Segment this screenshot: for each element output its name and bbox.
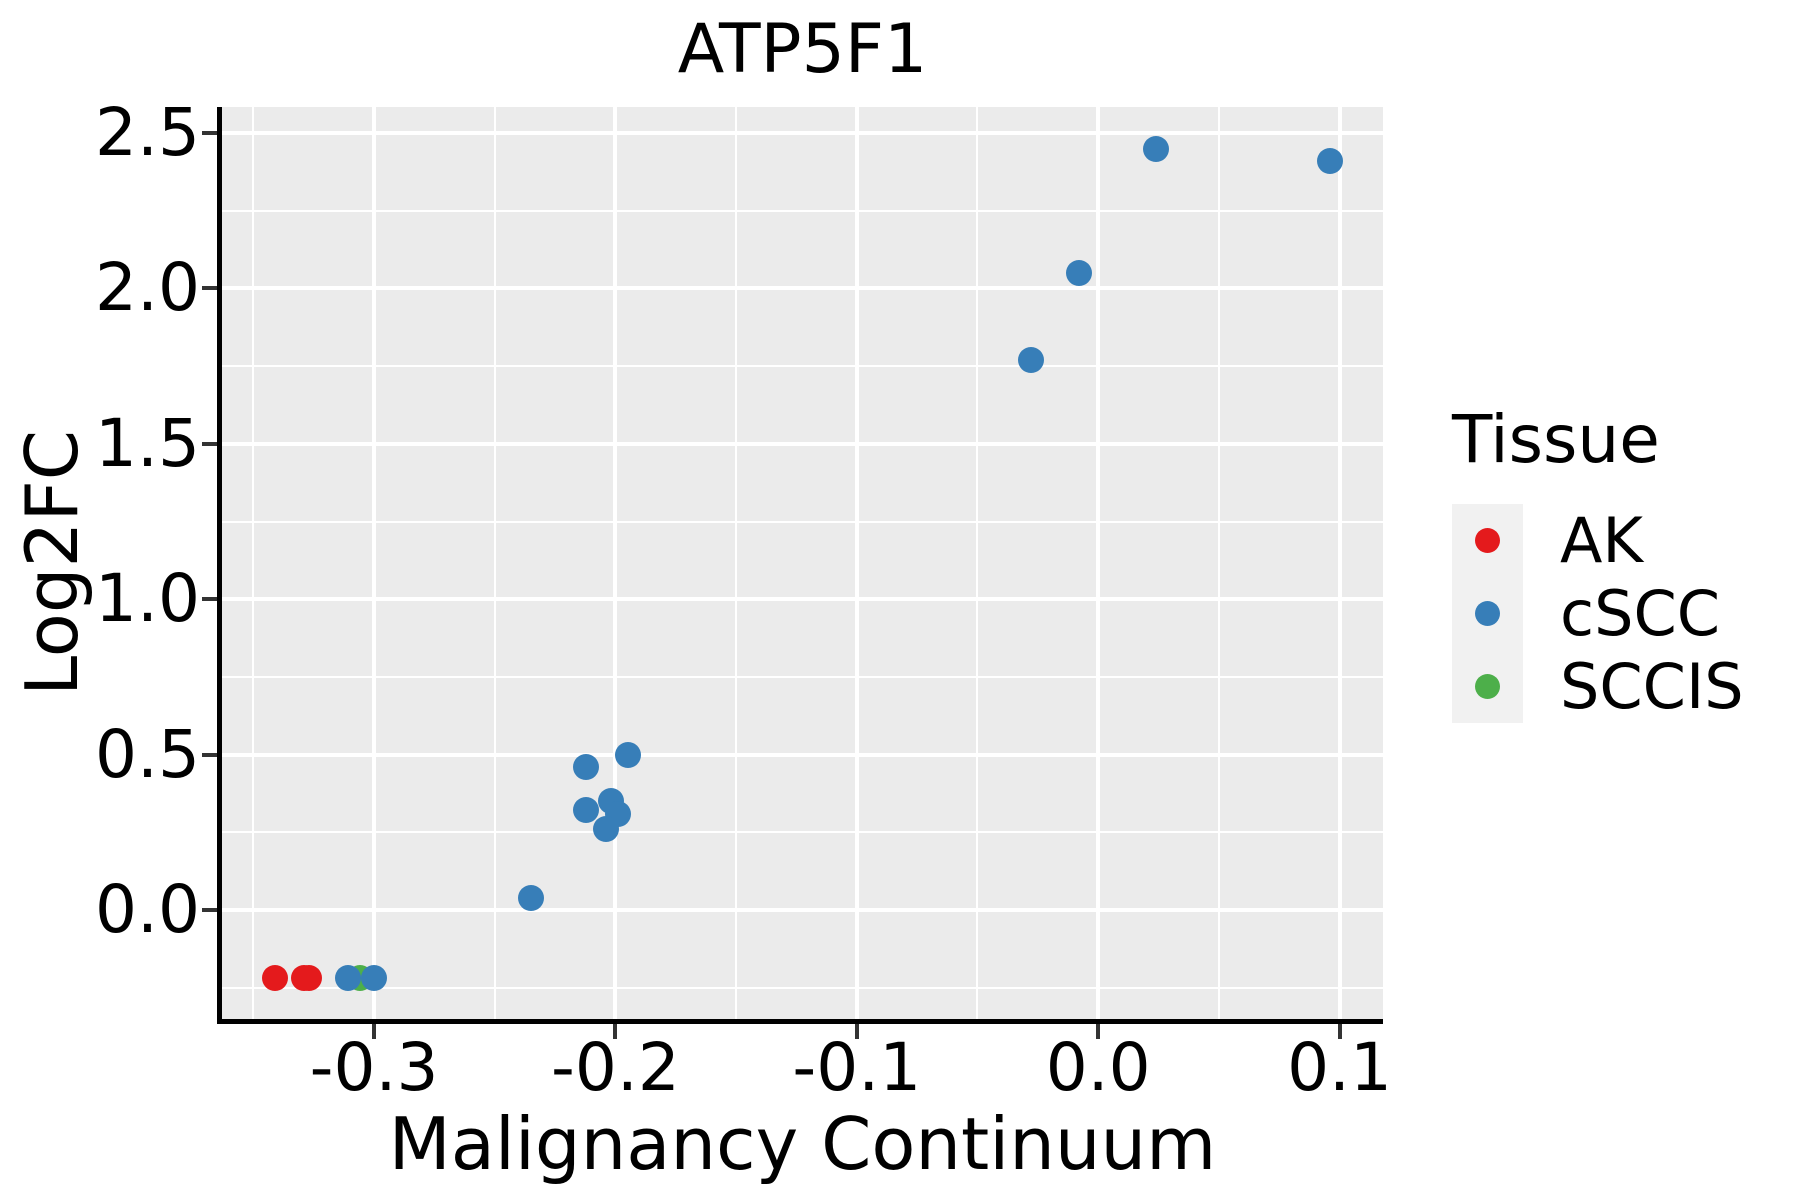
gridline-y-minor: [222, 986, 1383, 989]
gridline-y-minor: [222, 831, 1383, 834]
y-tick-mark: [202, 752, 217, 757]
y-tick-label: 0.5: [95, 715, 200, 793]
data-point-cSCC: [334, 965, 361, 992]
legend-keys: AK cSCC SCCIS: [1452, 504, 1744, 723]
legend-key: [1452, 577, 1523, 650]
y-tick-mark: [202, 907, 217, 912]
gridline-y-major: [222, 441, 1383, 446]
data-point-cSCC: [573, 797, 600, 824]
y-tick-label: 2.5: [95, 94, 200, 172]
plot-title: ATP5F1: [677, 10, 928, 89]
legend-label: cSCC: [1560, 576, 1721, 650]
gridline-y-minor: [222, 675, 1383, 678]
legend-dot-icon: [1475, 674, 1500, 699]
y-tick-mark: [202, 597, 217, 602]
x-tick-label: 0.1: [1287, 1029, 1393, 1106]
y-axis-line: [217, 107, 222, 1024]
data-point-cSCC: [1143, 135, 1170, 162]
gridline-x-minor: [493, 107, 496, 1019]
data-point-cSCC: [1017, 346, 1044, 373]
gridline-x-major: [854, 107, 859, 1019]
data-point-cSCC: [361, 965, 388, 992]
x-tick-label: -0.3: [309, 1029, 439, 1106]
gridline-x-major: [613, 107, 618, 1019]
x-tick-label: -0.2: [551, 1029, 680, 1106]
legend-dot-icon: [1475, 528, 1500, 553]
x-axis-line: [217, 1019, 1383, 1024]
legend-entry-cSCC: cSCC: [1452, 577, 1744, 650]
gridline-y-major: [222, 907, 1383, 912]
gridline-y-major: [222, 131, 1383, 136]
y-tick-label: 2.0: [95, 249, 200, 327]
x-tick-mark: [854, 1024, 859, 1039]
legend-entry-AK: AK: [1452, 504, 1744, 577]
y-tick-mark: [202, 286, 217, 291]
gridline-y-minor: [222, 365, 1383, 368]
data-point-AK: [295, 965, 322, 992]
gridline-x-minor: [735, 107, 738, 1019]
y-tick-label: 0.0: [95, 870, 200, 948]
legend-key: [1452, 504, 1523, 577]
y-axis-title: Log2FC: [10, 429, 94, 697]
data-point-AK: [262, 965, 289, 992]
legend-key: [1452, 650, 1523, 723]
legend-label: AK: [1560, 503, 1644, 577]
y-tick-mark: [202, 441, 217, 446]
data-point-cSCC: [1065, 259, 1092, 286]
x-tick-mark: [372, 1024, 377, 1039]
data-point-cSCC: [517, 884, 544, 911]
gridline-x-minor: [252, 107, 255, 1019]
y-tick-label: 1.0: [95, 560, 200, 638]
gridline-x-minor: [976, 107, 979, 1019]
gridline-y-major: [222, 286, 1383, 291]
plot-panel: [222, 107, 1383, 1019]
gridline-y-major: [222, 752, 1383, 757]
x-tick-mark: [613, 1024, 618, 1039]
data-point-cSCC: [592, 816, 619, 843]
x-tick-label: 0.0: [1045, 1029, 1151, 1106]
gridline-x-major: [372, 107, 377, 1019]
legend-dot-icon: [1475, 601, 1500, 626]
data-point-cSCC: [573, 753, 600, 780]
legend-entry-SCCIS: SCCIS: [1452, 650, 1744, 723]
gridline-x-minor: [1217, 107, 1220, 1019]
gridline-x-major: [1337, 107, 1342, 1019]
y-tick-label: 1.5: [95, 404, 200, 482]
legend: Tissue AK cSCC SCCIS: [1452, 400, 1744, 723]
y-tick-mark: [202, 131, 217, 136]
gridline-y-minor: [222, 520, 1383, 523]
gridline-x-major: [1096, 107, 1101, 1019]
x-axis-title: Malignancy Continuum: [388, 1102, 1217, 1186]
x-tick-mark: [1096, 1024, 1101, 1039]
data-point-cSCC: [1316, 148, 1343, 175]
gridline-y-major: [222, 597, 1383, 602]
legend-title: Tissue: [1452, 401, 1660, 478]
gridline-y-minor: [222, 209, 1383, 212]
legend-label: SCCIS: [1560, 649, 1744, 723]
x-tick-mark: [1337, 1024, 1342, 1039]
x-tick-label: -0.1: [792, 1029, 922, 1106]
data-point-cSCC: [614, 741, 641, 768]
